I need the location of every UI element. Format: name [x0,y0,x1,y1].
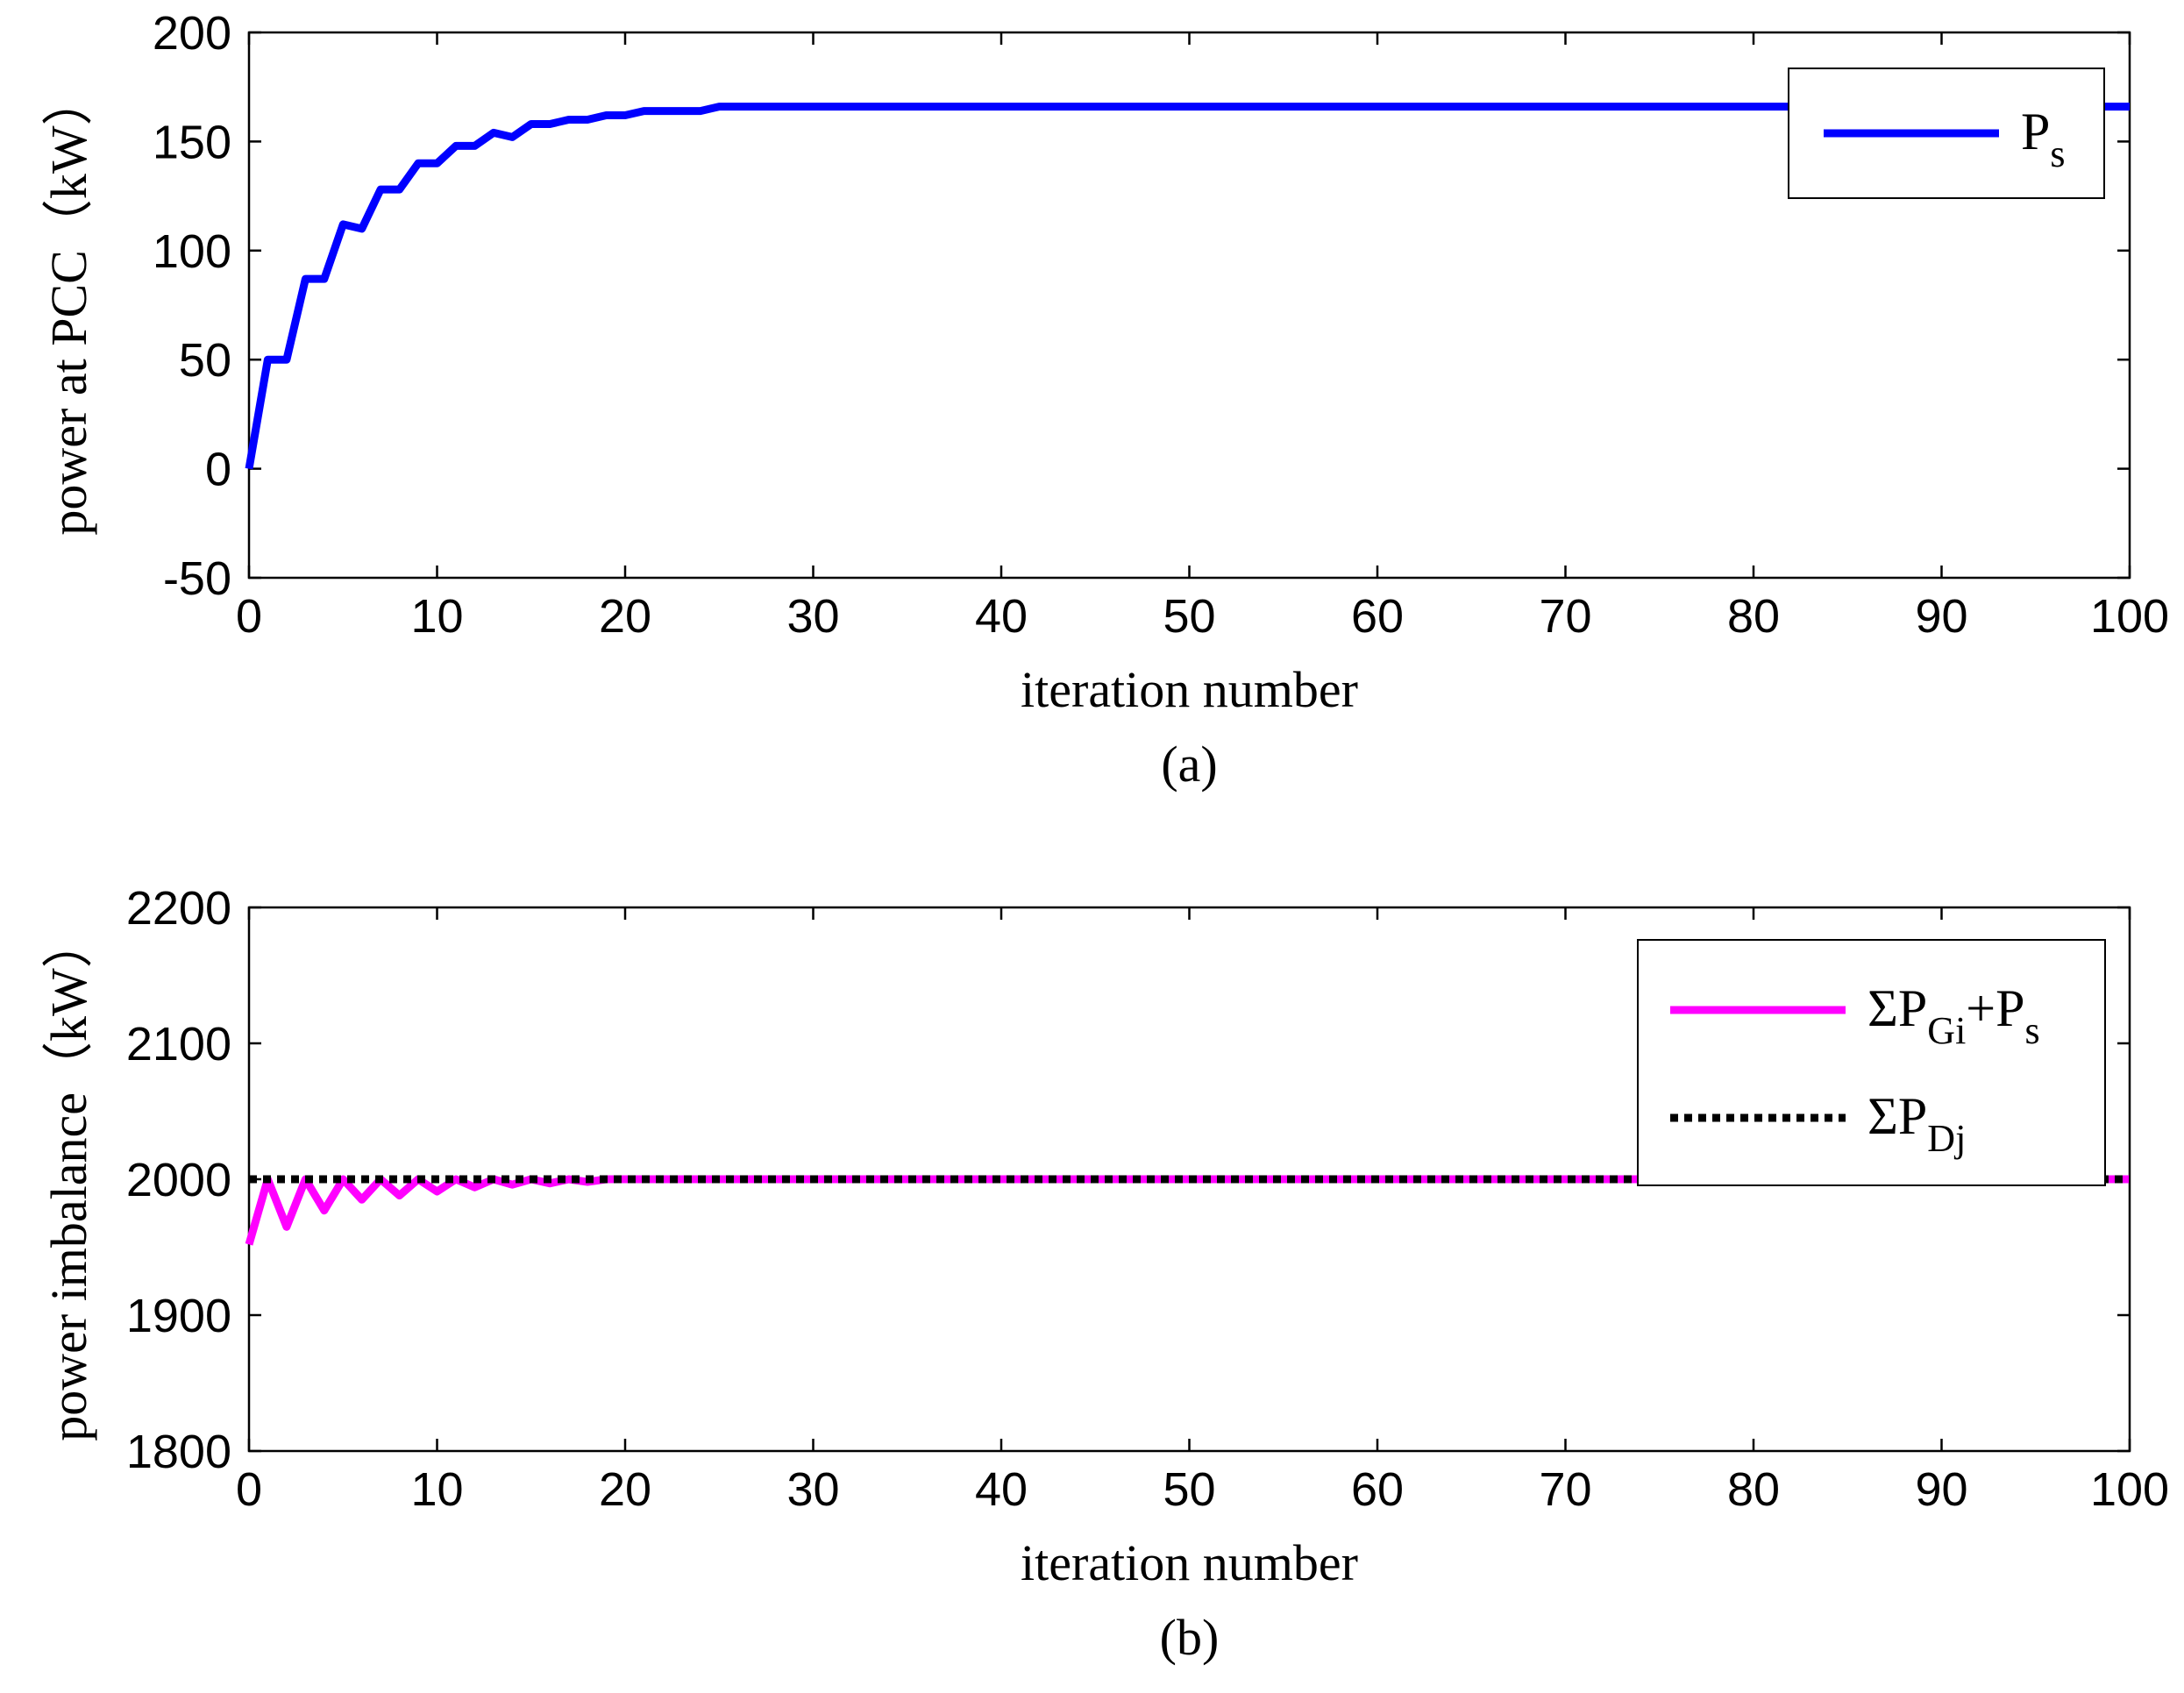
legend-label-generation-suffix: +P [1966,979,2024,1037]
x-ticks-a: 0 10 20 30 40 50 60 70 80 90 100 [236,32,2169,643]
y-tick-label: 1900 [126,1290,231,1342]
x-tick-label: 60 [1351,1463,1404,1516]
x-tick-label: 20 [599,590,651,643]
x-tick-label: 10 [410,590,463,643]
y-tick-label: 150 [153,116,231,168]
x-tick-label: 100 [2090,590,2169,643]
y-tick-label: 200 [153,7,231,60]
series-line-0 [245,103,2130,470]
x-tick-label: 70 [1539,1463,1591,1516]
series-line-0 [245,1175,2130,1246]
x-tick-label: 40 [975,590,1028,643]
x-tick-label: 0 [236,590,262,643]
x-tick-label: 100 [2090,1463,2169,1516]
y-ticks-a: -50 0 50 100 150 200 [153,7,2130,605]
legend-label-generation: ΣPGi+Ps [1867,979,2040,1052]
x-tick-label: 10 [410,1463,463,1516]
y-tick-label: 0 [205,444,231,496]
x-axis-label-a: iteration number [1021,661,1358,718]
x-tick-label: 30 [786,590,839,643]
legend-label-demand-sub: Dj [1927,1117,1966,1160]
y-tick-label: 50 [179,334,231,387]
legend-label-demand-main: ΣP [1867,1087,1927,1145]
legend-b: ΣPGi+Ps ΣPDj [1637,939,2106,1186]
y-tick-label: 2200 [126,882,231,935]
y-tick-label: 2000 [126,1154,231,1206]
series-lines-a [245,103,2130,470]
y-tick-label: -50 [163,552,231,605]
x-tick-label: 50 [1163,590,1215,643]
legend-label-generation-sub: Gi [1927,1009,1966,1052]
y-axis-label-b: power imbalance（kW） [40,917,97,1441]
x-tick-label: 90 [1915,590,1967,643]
y-axis-label-a: power at PCC（kW） [40,75,97,535]
legend-label-ps-sub: s [2050,132,2065,175]
x-tick-label: 40 [975,1463,1028,1516]
y-tick-label: 2100 [126,1018,231,1071]
x-tick-label: 70 [1539,590,1591,643]
legend-label-demand: ΣPDj [1867,1087,1966,1160]
x-tick-label: 60 [1351,590,1404,643]
legend-a: Ps [1788,68,2105,199]
x-tick-label: 90 [1915,1463,1967,1516]
panel-label-a: (a) [1161,736,1217,793]
legend-label-generation-suffix-sub: s [2025,1009,2040,1052]
x-tick-label: 50 [1163,1463,1215,1516]
y-ticks-b: 1800 1900 2000 2100 2200 [126,882,2130,1478]
x-axis-label-b: iteration number [1021,1534,1358,1591]
x-tick-label: 0 [236,1463,262,1516]
x-tick-label: 80 [1727,590,1780,643]
legend-label-ps-main: P [2021,103,2050,160]
legend-box-b [1637,939,2106,1186]
x-tick-label: 80 [1727,1463,1780,1516]
series-lines-b [245,1175,2130,1246]
legend-label-ps: Ps [2021,103,2066,175]
y-tick-label: 1800 [126,1426,231,1478]
legend-label-generation-main: ΣP [1867,979,1927,1037]
chart-panel-b: 0 10 20 30 40 50 60 70 80 90 100 1800 1900 2000 2100 2… [40,882,2169,1666]
x-tick-label: 30 [786,1463,839,1516]
x-ticks-b: 0 10 20 30 40 50 60 70 80 90 100 [236,907,2169,1516]
y-tick-label: 100 [153,225,231,278]
panel-label-b: (b) [1160,1609,1220,1666]
x-tick-label: 20 [599,1463,651,1516]
